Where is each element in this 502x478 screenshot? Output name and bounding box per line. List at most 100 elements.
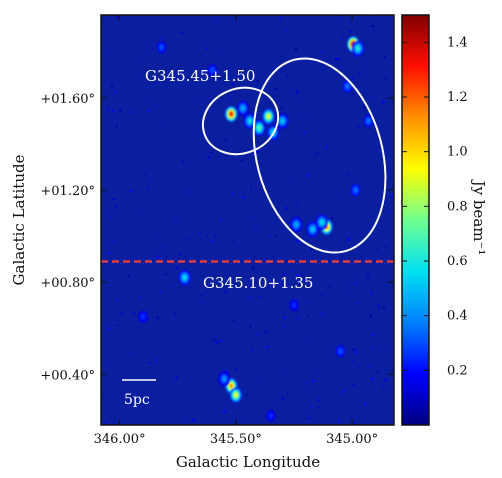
noise-speck [296, 239, 300, 243]
noise-speck [232, 241, 235, 243]
noise-speck [317, 398, 320, 402]
noise-speck [296, 317, 299, 319]
noise-speck [353, 282, 357, 285]
noise-speck [320, 294, 324, 296]
noise-speck [341, 36, 344, 39]
noise-speck [241, 196, 245, 199]
noise-speck [193, 133, 196, 136]
noise-speck [225, 139, 228, 142]
noise-speck [382, 343, 386, 346]
region-label-g345-45: G345.45+1.50 [145, 67, 255, 85]
noise-speck [221, 47, 224, 50]
noise-speck [295, 91, 299, 95]
noise-speck [280, 107, 283, 109]
noise-speck [334, 354, 336, 357]
noise-speck [310, 406, 313, 409]
source-contour [182, 275, 187, 280]
source-contour [222, 376, 227, 382]
noise-speck [306, 86, 308, 90]
noise-speck [358, 364, 361, 367]
noise-speck [204, 61, 206, 64]
noise-speck [302, 278, 305, 282]
colorbar-ticks: 0.2 0.4 0.6 0.8 1.0 1.2 1.4 [402, 35, 468, 378]
noise-speck [153, 104, 155, 107]
noise-speck [206, 283, 209, 285]
source-contour [366, 118, 371, 124]
y-tick-label: +01.20° [40, 184, 95, 199]
noise-speck [351, 77, 355, 80]
noise-speck [231, 320, 235, 322]
noise-speck [314, 374, 316, 377]
noise-speck [250, 348, 253, 352]
noise-speck [144, 173, 147, 175]
noise-speck [200, 99, 204, 101]
noise-speck [330, 216, 334, 220]
noise-speck [109, 359, 111, 362]
noise-speck [273, 87, 277, 91]
noise-speck [321, 312, 324, 316]
noise-speck [371, 333, 375, 336]
noise-speck [174, 255, 177, 258]
noise-speck [250, 187, 252, 191]
noise-speck [310, 247, 313, 251]
noise-speck [229, 96, 232, 100]
noise-speck [109, 207, 112, 209]
x-tick-label: 345.00° [326, 432, 378, 447]
source-contour [310, 226, 315, 232]
noise-speck [368, 365, 371, 368]
noise-speck [390, 194, 393, 198]
noise-speck [310, 219, 312, 221]
noise-speck [282, 310, 284, 314]
noise-speck [129, 111, 133, 113]
noise-speck [320, 51, 323, 53]
noise-speck [326, 145, 328, 149]
x-axis-ticks: 346.00° 345.50° 345.00° [94, 15, 378, 447]
noise-speck [103, 263, 107, 265]
noise-speck [384, 378, 388, 382]
noise-speck [133, 351, 135, 355]
noise-speck [194, 66, 197, 69]
noise-speck [370, 15, 373, 18]
noise-speck [302, 112, 306, 115]
noise-speck [333, 374, 336, 378]
noise-speck [257, 333, 260, 337]
noise-speck [132, 311, 136, 315]
y-tick-label: +00.40° [40, 368, 95, 383]
noise-speck [116, 298, 119, 301]
noise-speck [240, 159, 244, 162]
noise-speck [147, 317, 149, 321]
noise-speck [188, 237, 190, 240]
noise-speck [291, 270, 294, 273]
noise-speck [287, 221, 290, 224]
noise-speck [378, 406, 381, 408]
noise-speck [120, 312, 123, 315]
noise-speck [352, 348, 354, 351]
noise-speck [101, 392, 103, 394]
noise-speck [296, 417, 299, 419]
noise-speck [215, 341, 219, 344]
noise-speck [340, 193, 343, 195]
noise-speck [210, 152, 213, 155]
noise-speck [248, 297, 252, 300]
noise-speck [301, 275, 305, 278]
noise-speck [178, 253, 181, 257]
noise-speck [347, 237, 351, 241]
noise-speck [286, 74, 289, 77]
source-contour [353, 187, 358, 193]
noise-speck [110, 217, 112, 220]
source-contour [229, 111, 234, 117]
noise-speck [181, 292, 184, 294]
noise-speck [155, 232, 157, 234]
noise-speck [257, 150, 260, 153]
noise-speck [280, 17, 282, 20]
noise-speck [349, 30, 353, 33]
noise-speck [371, 377, 374, 381]
colorbar-tick-label: 0.8 [447, 199, 468, 214]
noise-speck [347, 127, 349, 129]
noise-speck [285, 29, 288, 31]
x-axis-label: Galactic Longitude [176, 453, 320, 471]
noise-speck [342, 390, 345, 393]
noise-speck [191, 175, 193, 177]
noise-speck [101, 267, 103, 271]
noise-speck [264, 258, 266, 260]
